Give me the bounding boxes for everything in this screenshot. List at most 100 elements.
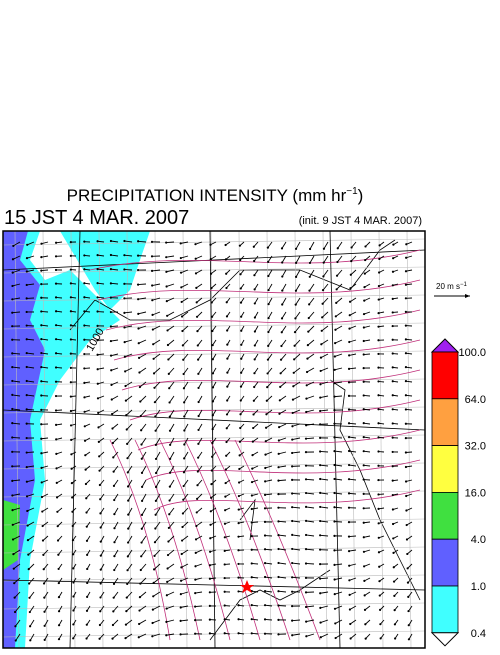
wind-arrow-head (182, 359, 184, 361)
wind-arrow-head (155, 486, 157, 488)
wind-arrow-head (348, 395, 350, 397)
wind-arrow-head (124, 356, 126, 358)
wind-arrow-head (13, 582, 15, 584)
wind-arrow-head (281, 261, 283, 263)
wind-arrow-head (123, 312, 125, 314)
wind-arrow-head (72, 595, 74, 597)
wind-arrow-head (195, 525, 197, 527)
wind-arrow-head (305, 492, 307, 494)
wind-arrow-head (110, 311, 112, 313)
wind-arrow-head (126, 428, 128, 430)
wind-arrow-head (306, 357, 308, 359)
wind-arrow-head (378, 298, 380, 300)
wind-arrow-head (224, 523, 226, 525)
wind-arrow-head (279, 399, 281, 401)
wind-arrow-head (348, 579, 350, 581)
wind-arrow-head (40, 324, 42, 326)
wind-arrow-head (392, 537, 394, 539)
wind-arrow-head (152, 328, 154, 330)
wind-arrow-head (333, 436, 335, 438)
wind-arrow-head (96, 310, 98, 312)
wind-arrow-head (28, 597, 30, 599)
map-area: 1000 (3, 231, 425, 648)
wind-arrow-head (305, 591, 307, 593)
wind-arrow-head (153, 372, 155, 374)
wind-arrow-head (168, 401, 170, 403)
wind-arrow-head (277, 466, 279, 468)
wind-arrow-head (377, 422, 379, 424)
wind-arrow-head (197, 373, 199, 375)
wind-arrow-head (210, 497, 212, 499)
wind-arrow-head (140, 429, 142, 431)
wind-arrow-head (13, 568, 15, 570)
wind-arrow-head (183, 429, 185, 431)
wind-arrow-head (11, 312, 13, 314)
wind-arrow-head (71, 496, 73, 498)
wind-arrow-head (348, 328, 350, 330)
wind-arrow-head (26, 510, 28, 512)
wind-arrow-head (197, 443, 199, 445)
wind-arrow-head (70, 310, 72, 312)
wind-arrow-head (166, 300, 168, 302)
wind-arrow-head (405, 451, 407, 453)
wind-arrow-head (333, 396, 335, 398)
wind-arrow-head (211, 301, 213, 303)
valid-time: 15 JST 4 MAR. 2007 (4, 207, 189, 229)
wind-arrow-head (305, 451, 307, 453)
wind-arrow-head (308, 317, 310, 319)
wind-arrow-head (336, 275, 338, 277)
wind-arrow-head (267, 331, 269, 333)
wind-arrow-head (58, 568, 60, 570)
wind-arrow-head (348, 341, 350, 343)
wind-arrow-head (305, 534, 307, 536)
wind-arrow-head (209, 618, 211, 620)
wind-arrow-head (392, 244, 394, 246)
wind-arrow-head (154, 541, 156, 543)
wind-arrow-head (363, 580, 365, 582)
wind-arrow-head (11, 408, 13, 410)
wind-arrow-head (224, 563, 226, 565)
wind-arrow-head (40, 394, 42, 396)
wind-arrow-head (226, 301, 228, 303)
wind-arrow-head (209, 537, 211, 539)
wind-arrow-head (320, 356, 322, 358)
wind-arrow-head (110, 254, 112, 256)
wind-arrow-head (40, 438, 42, 440)
wind-arrow-head (305, 635, 307, 637)
wind-arrow-head (86, 554, 88, 556)
wind-arrow-head (70, 367, 72, 369)
wind-arrow-head (224, 509, 226, 511)
wind-arrow-head (291, 465, 293, 467)
wind-arrow-head (254, 344, 256, 346)
wind-arrow-head (209, 591, 211, 593)
colorbar-bottom (432, 633, 458, 646)
wind-arrow-head (99, 610, 101, 612)
wind-arrow-head (141, 528, 143, 530)
wind-arrow-head (84, 411, 86, 413)
wind-arrow-head (364, 259, 366, 261)
wind-arrow-head (86, 624, 88, 626)
wind-arrow-head (123, 297, 125, 299)
wind-arrow-head (123, 240, 125, 242)
wind-arrow-head (96, 354, 98, 356)
wind-arrow-head (168, 527, 170, 529)
wind-arrow-head (14, 625, 16, 627)
wind-arrow-head (166, 329, 168, 331)
wind-arrow-head (305, 577, 307, 579)
wind-arrow-head (138, 623, 140, 625)
vector-key-head (465, 294, 470, 298)
wind-arrow-head (237, 549, 239, 551)
wind-arrow-head (126, 443, 128, 445)
wind-arrow-head (393, 566, 395, 568)
wind-arrow-head (240, 302, 242, 304)
wind-arrow-head (363, 464, 365, 466)
wind-arrow-head (196, 316, 198, 318)
wind-arrow-head (334, 355, 336, 357)
wind-arrow-head (100, 526, 102, 528)
wind-arrow-head (26, 451, 28, 453)
wind-arrow-head (226, 399, 228, 401)
wind-arrow-head (319, 478, 321, 480)
wind-arrow-head (99, 596, 101, 598)
wind-arrow-head (348, 368, 350, 370)
wind-arrow-head (334, 369, 336, 371)
